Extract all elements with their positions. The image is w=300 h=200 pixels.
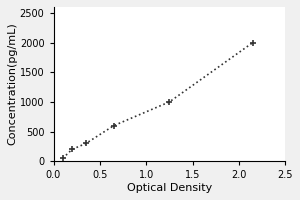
X-axis label: Optical Density: Optical Density — [127, 183, 212, 193]
Y-axis label: Concentration(pg/mL): Concentration(pg/mL) — [7, 23, 17, 145]
